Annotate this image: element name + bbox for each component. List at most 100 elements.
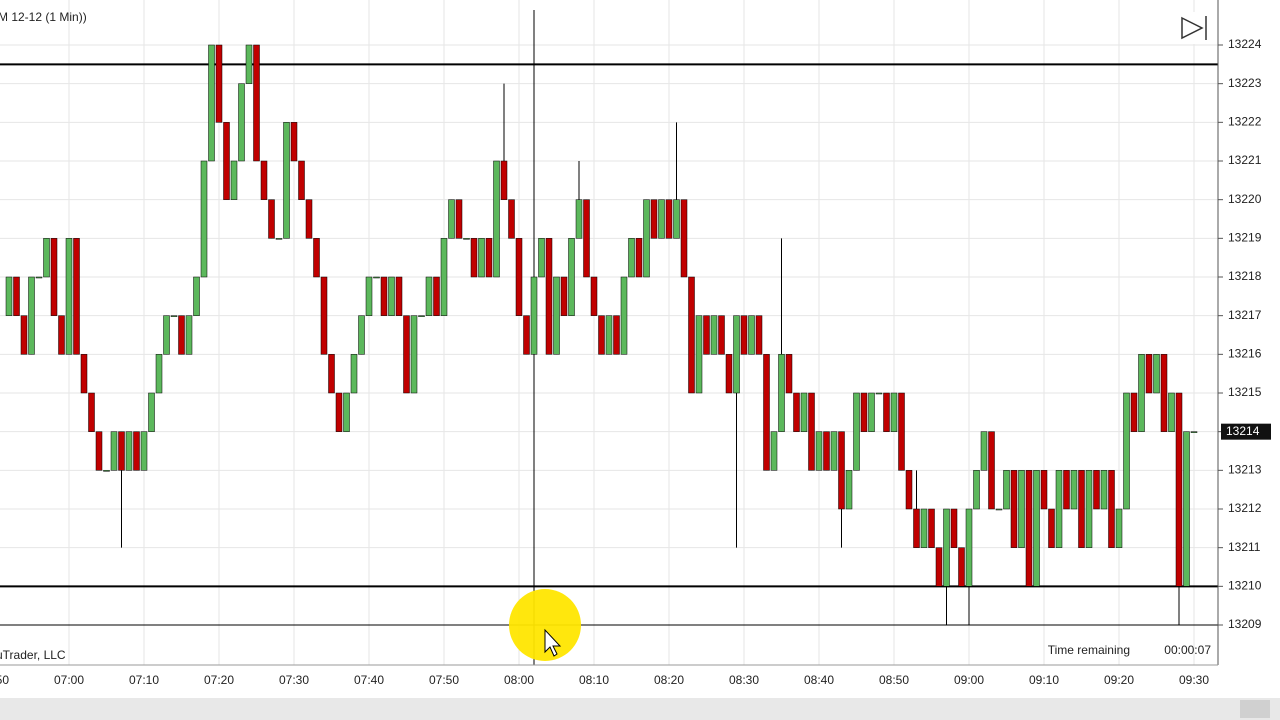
candle-body: [905, 470, 913, 510]
candle-body: [583, 199, 590, 278]
candle-body: [110, 431, 118, 471]
y-tick-label: 13219: [1228, 231, 1262, 245]
candle-body: [973, 470, 980, 510]
candle-body: [193, 276, 200, 316]
candle-body: [170, 315, 178, 317]
candle-body: [245, 44, 253, 84]
candle-body: [823, 431, 830, 471]
candle-body: [560, 276, 568, 316]
candle-body: [1168, 392, 1175, 432]
candle-body: [800, 392, 808, 432]
candle-body: [530, 276, 538, 355]
scrollbar[interactable]: [0, 698, 1280, 720]
x-tick-label: 09:20: [1104, 673, 1134, 687]
candle-body: [43, 238, 50, 278]
candle-body: [913, 508, 920, 548]
candle-body: [808, 392, 815, 471]
y-tick-label: 13212: [1228, 501, 1262, 515]
x-tick-label: 07:40: [354, 673, 384, 687]
candle-body: [478, 238, 485, 278]
candle-body: [815, 431, 823, 471]
candle-body: [1108, 470, 1115, 548]
candle-body: [515, 238, 523, 316]
candle-body: [523, 315, 530, 355]
candle-body: [260, 160, 268, 200]
button-icon[interactable]: [1181, 16, 1207, 40]
candle-body: [830, 431, 838, 471]
candle-body: [935, 547, 943, 587]
candle-body: [613, 315, 620, 355]
y-tick-label: 13216: [1228, 347, 1262, 361]
candle-body: [485, 238, 493, 278]
candle-body: [365, 276, 373, 316]
candle-body: [628, 238, 635, 278]
time-remaining: 00:00:07: [1164, 643, 1211, 657]
candle-body: [958, 547, 965, 587]
mouse-cursor: [544, 628, 562, 657]
candle-body: [680, 199, 688, 278]
x-tick-label: 07:50: [429, 673, 459, 687]
candle-body: [703, 315, 710, 355]
candle-body: [673, 199, 680, 239]
scroll-thumb[interactable]: [1240, 700, 1270, 718]
candle-body: [5, 276, 13, 316]
candle-body: [1033, 470, 1040, 587]
candle-body: [725, 354, 733, 394]
candle-body: [1115, 508, 1123, 548]
candle-body: [440, 238, 448, 316]
candle-body: [965, 508, 973, 587]
candle-body: [20, 315, 28, 355]
x-tick-label: 07:00: [54, 673, 84, 687]
candle-body: [1063, 470, 1070, 510]
candle-body: [1183, 431, 1190, 587]
candle-body: [58, 315, 65, 355]
y-tick-label: 13222: [1228, 115, 1262, 129]
candle-body: [1190, 431, 1198, 433]
candle-body: [403, 315, 410, 394]
candle-body: [313, 238, 320, 278]
candle-body: [635, 238, 643, 278]
candle-body: [223, 122, 230, 200]
candle-body: [65, 238, 73, 355]
y-tick-label: 13224: [1228, 37, 1262, 51]
candle-body: [1130, 392, 1138, 432]
jump-to-end-button[interactable]: [1178, 12, 1212, 44]
candle-body: [1085, 470, 1093, 548]
x-tick-label: 08:20: [654, 673, 684, 687]
candle-body: [73, 238, 80, 355]
candle-body: [1040, 470, 1048, 510]
candle-body: [230, 160, 238, 200]
candle-body: [860, 392, 868, 432]
candle-body: [140, 431, 148, 471]
candle-body: [1003, 470, 1010, 510]
candle-body: [875, 392, 883, 395]
candle-body: [1078, 470, 1085, 548]
candle-body: [665, 199, 673, 239]
candle-body: [80, 354, 88, 394]
candle-body: [268, 199, 275, 239]
candle-body: [928, 508, 935, 548]
candle-body: [733, 315, 740, 394]
candle-body: [35, 276, 43, 279]
candle-body: [163, 315, 170, 355]
last-price-label: 13214: [1226, 424, 1260, 438]
candle-body: [890, 392, 898, 432]
candle-body: [373, 276, 380, 279]
y-tick-label: 13209: [1228, 617, 1262, 631]
candle-body: [50, 238, 58, 316]
candle-body: [463, 238, 470, 240]
y-tick-label: 13217: [1228, 308, 1262, 322]
candle-body: [545, 238, 553, 355]
candle-body: [575, 199, 583, 239]
time-remaining-label: Time remaining: [1048, 643, 1130, 657]
candle-body: [275, 238, 283, 240]
y-tick-label: 13215: [1228, 385, 1262, 399]
candle-body: [590, 276, 598, 316]
candle-body: [410, 315, 418, 394]
candle-body: [425, 276, 433, 316]
candle-body: [793, 392, 800, 432]
x-tick-label: 08:00: [504, 673, 534, 687]
button-bg[interactable]: [1178, 12, 1212, 44]
x-tick-label: 08:50: [879, 673, 909, 687]
